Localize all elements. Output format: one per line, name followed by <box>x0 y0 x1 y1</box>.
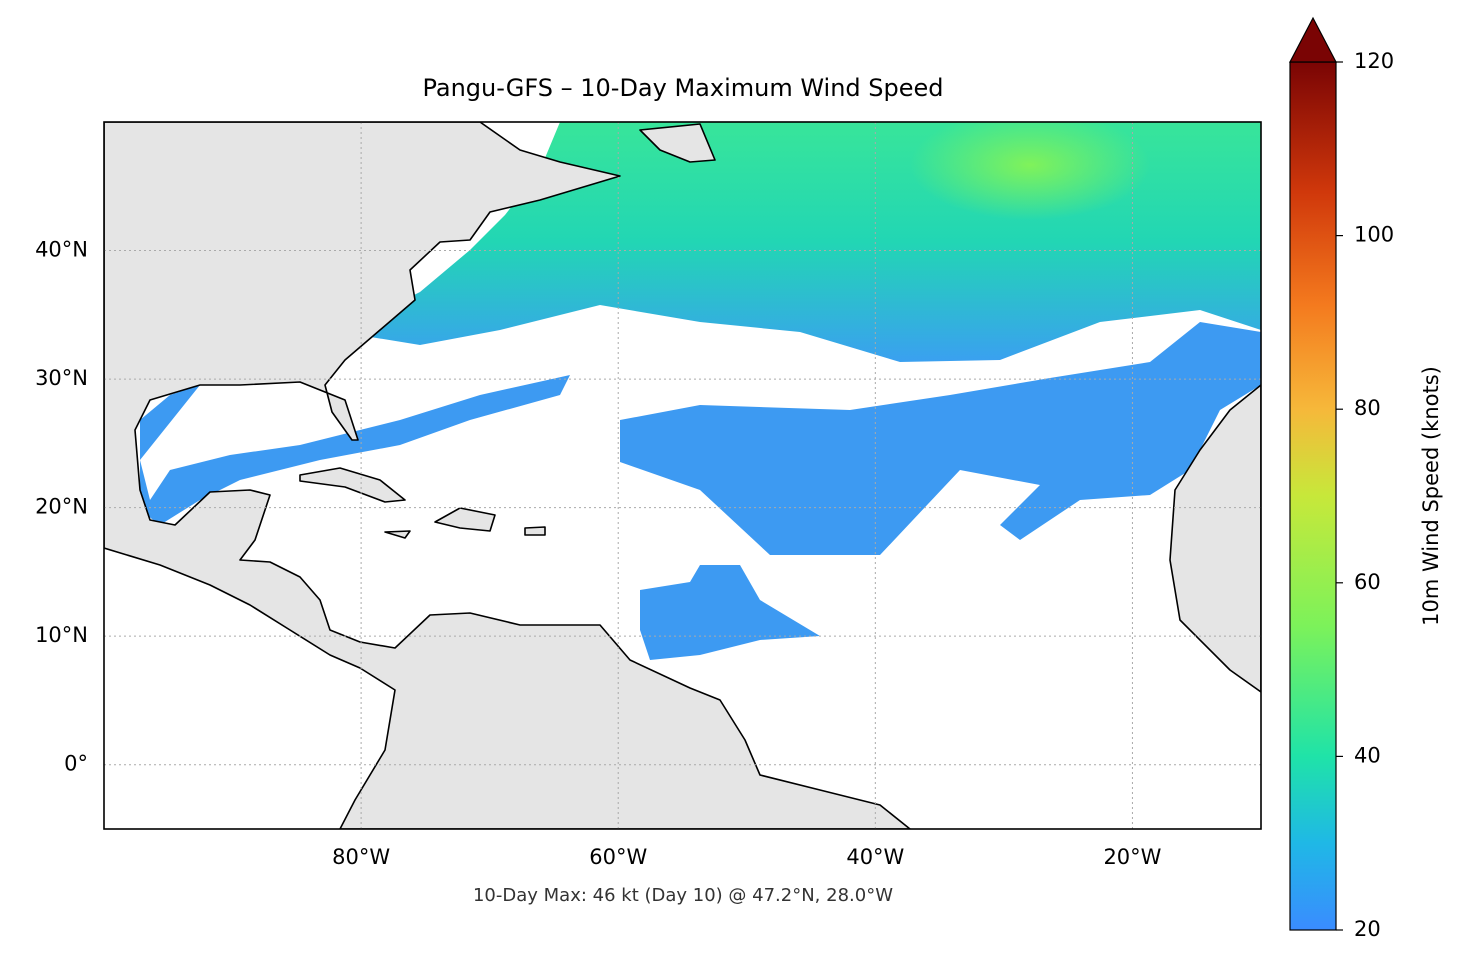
x-tick-label: 80°W <box>332 845 390 869</box>
wind-field <box>140 375 570 525</box>
x-tick-label: 40°W <box>846 845 904 869</box>
y-tick-label: 30°N <box>35 366 88 390</box>
land <box>524 526 546 536</box>
land <box>1169 384 1261 693</box>
y-tick-label: 20°N <box>35 495 88 519</box>
colorbar-tick-label: 20 <box>1354 917 1381 941</box>
colorbar <box>1289 61 1337 931</box>
colorbar-tick-label: 80 <box>1354 396 1381 420</box>
colorbar-extend <box>1289 16 1337 63</box>
wind-field <box>640 565 820 660</box>
colorbar-tick-label: 40 <box>1354 743 1381 767</box>
y-tick-label: 40°N <box>35 238 88 262</box>
map-frame <box>103 121 1262 830</box>
land <box>639 123 716 163</box>
wind-peak <box>910 122 1150 220</box>
chart-title: Pangu-GFS – 10-Day Maximum Wind Speed <box>422 74 943 102</box>
map-area <box>104 122 1261 829</box>
land <box>384 530 411 539</box>
x-tick-label: 60°W <box>589 845 647 869</box>
y-tick-label: 10°N <box>35 623 88 647</box>
wind-field <box>620 322 1261 555</box>
x-tick-label: 20°W <box>1103 845 1161 869</box>
land <box>299 467 406 503</box>
colorbar-label: 10m Wind Speed (knots) <box>1419 366 1443 626</box>
y-tick-label: 0° <box>64 752 88 776</box>
land <box>434 507 496 532</box>
annotation: 10-Day Max: 46 kt (Day 10) @ 47.2°N, 28.… <box>473 885 893 906</box>
colorbar-tick-label: 60 <box>1354 570 1381 594</box>
colorbar-tick-label: 120 <box>1354 49 1394 73</box>
colorbar-tick-label: 100 <box>1354 223 1394 247</box>
land <box>104 122 911 829</box>
